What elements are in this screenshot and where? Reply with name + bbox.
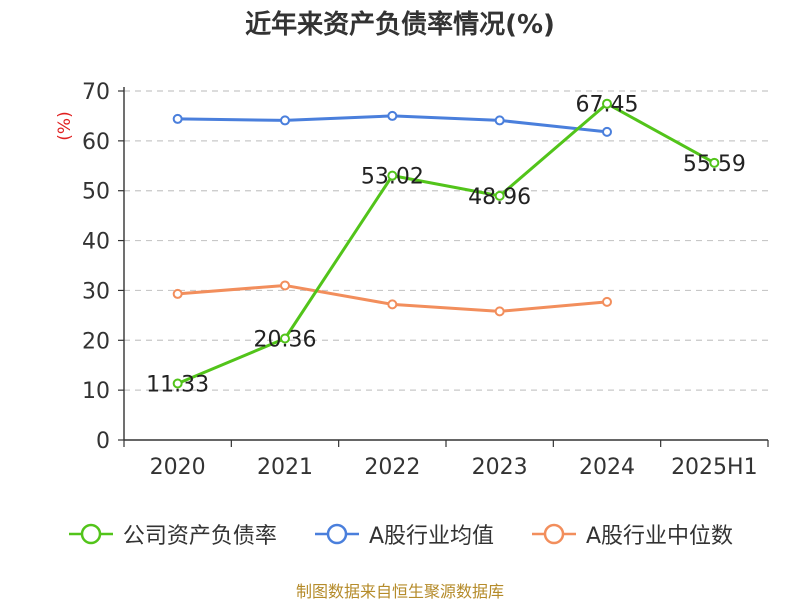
data-label: 20.36 <box>254 327 317 352</box>
y-axis-label: (%) <box>55 111 75 140</box>
series-line <box>177 102 716 385</box>
legend-swatch <box>314 523 359 545</box>
legend-item[interactable]: A股行业中位数 <box>530 518 733 550</box>
data-point <box>172 113 183 124</box>
legend-item[interactable]: A股行业均值 <box>313 518 494 550</box>
data-point <box>387 299 398 310</box>
legend-label: A股行业均值 <box>368 524 494 549</box>
data-point <box>280 333 290 344</box>
series-lines <box>172 98 720 389</box>
data-point <box>494 115 505 126</box>
data-point <box>172 288 183 299</box>
x-tick-label: 2023 <box>472 455 528 480</box>
legend: 公司资产负债率 A股行业均值 A股行业中位数 <box>0 518 800 550</box>
grid-lines <box>124 90 768 391</box>
x-tick-label: 2025H1 <box>671 455 758 480</box>
data-point <box>709 157 720 168</box>
y-tick-label: 60 <box>82 130 110 155</box>
data-point <box>602 296 612 307</box>
legend-swatch <box>68 523 113 545</box>
axes: 0 10 20 30 40 50 60 70 2020 2021 2022 2023 2024 2025H… <box>82 80 769 480</box>
legend-swatch <box>532 523 576 545</box>
data-point <box>387 110 398 121</box>
legend-item[interactable]: 公司资产负债率 <box>67 518 277 550</box>
data-point <box>172 378 183 389</box>
legend-label: 公司资产负债率 <box>122 524 277 549</box>
chart-title: 近年来资产负债率情况(%) <box>245 10 555 40</box>
data-label: 55.59 <box>683 152 746 177</box>
legend-label: A股行业中位数 <box>586 524 734 549</box>
data-point <box>387 170 398 181</box>
y-tick-label: 0 <box>96 429 110 454</box>
x-tick-label: 2020 <box>150 455 206 480</box>
x-tick-label: 2024 <box>579 455 635 480</box>
data-label: 67.45 <box>576 93 639 118</box>
data-label: 48.96 <box>468 185 531 210</box>
data-labels: 11.33 20.36 53.02 48.96 67.45 55.59 <box>146 93 746 398</box>
x-tick-label: 2022 <box>364 455 420 480</box>
y-tick-label: 30 <box>82 279 110 304</box>
data-label: 53.02 <box>361 165 424 190</box>
y-tick-label: 40 <box>82 230 110 255</box>
data-label: 11.33 <box>146 373 209 398</box>
y-tick-label: 10 <box>82 379 110 404</box>
data-point <box>494 190 505 201</box>
y-tick-label: 70 <box>82 80 110 105</box>
x-tick-label: 2021 <box>257 455 313 480</box>
y-tick-label: 50 <box>82 180 110 205</box>
source-note: 制图数据来自恒生聚源数据库 <box>295 582 504 601</box>
data-point <box>280 280 290 291</box>
data-point <box>494 306 505 317</box>
y-tick-label: 20 <box>82 329 110 354</box>
data-point <box>602 98 612 109</box>
data-point <box>602 126 612 137</box>
data-point <box>280 115 290 126</box>
